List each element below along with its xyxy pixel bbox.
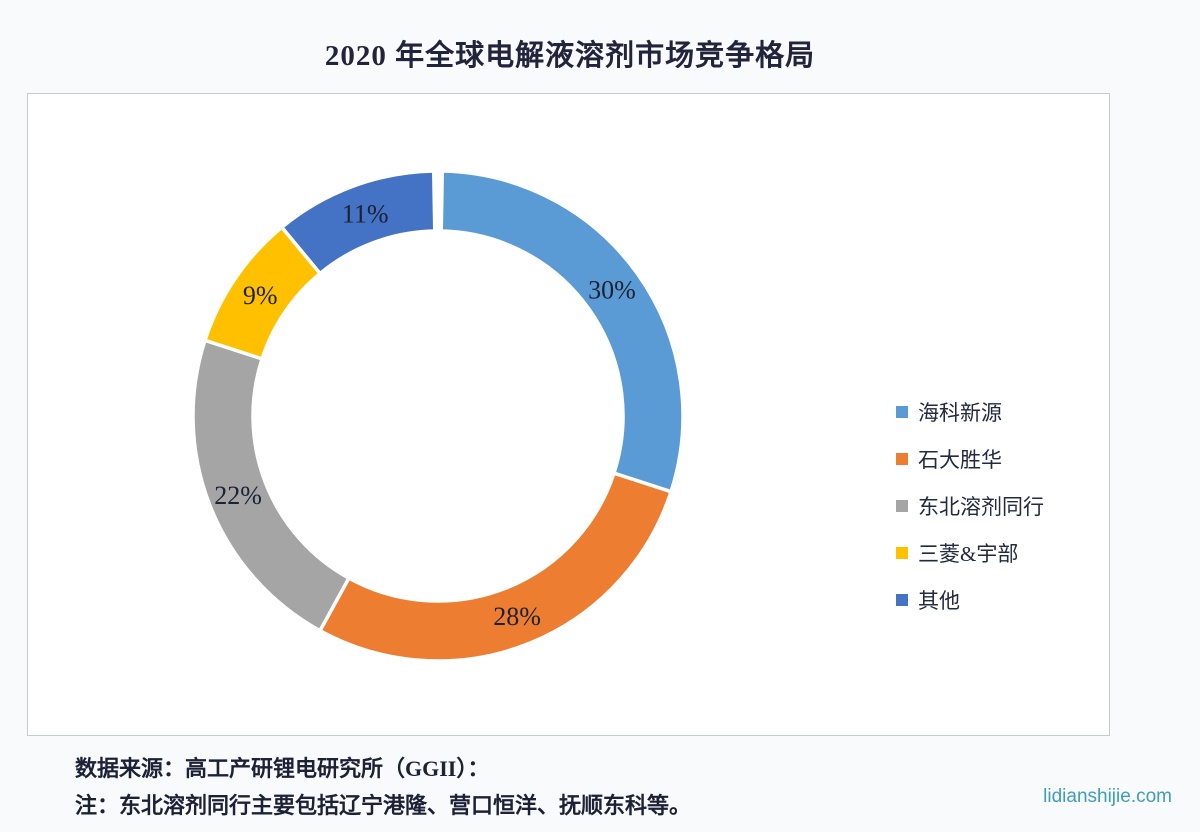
- donut-slice-1: [317, 470, 674, 663]
- donut-chart: 30% 28% 22% 9% 11%: [191, 169, 685, 663]
- slice-label-4: 11%: [342, 200, 389, 229]
- slice-label-0: 30%: [588, 276, 636, 305]
- legend-item-2: 东北溶剂同行: [896, 482, 1044, 529]
- chart-title: 2020 年全球电解液溶剂市场竞争格局: [324, 40, 816, 72]
- footer-notes: 数据来源：高工产研锂电研究所（GGII）： 注：东北溶剂同行主要包括辽宁港隆、营…: [75, 750, 691, 824]
- slice-label-1: 28%: [493, 602, 541, 631]
- legend-marker-icon: [896, 499, 908, 512]
- donut-slice-4: [279, 169, 437, 276]
- legend-item-label: 海科新源: [918, 400, 1002, 425]
- legend-item-label: 石大胜华: [918, 447, 1002, 472]
- legend-item-0: 海科新源: [896, 388, 1044, 435]
- legend-item-4: 其他: [896, 576, 1044, 623]
- legend-marker-icon: [896, 405, 908, 418]
- legend-item-label: 三菱&宇部: [918, 541, 1019, 566]
- legend: 海科新源石大胜华东北溶剂同行 三菱&宇部其他: [896, 388, 1044, 623]
- plot-area: 30% 28% 22% 9% 11% 海科新源石大胜华东北溶剂同行 三菱&宇部其他: [27, 93, 1110, 736]
- legend-marker-icon: [896, 452, 908, 465]
- legend-marker-icon: [896, 593, 908, 606]
- legend-item-3: 三菱&宇部: [896, 529, 1044, 576]
- legend-marker-icon: [896, 546, 908, 559]
- legend-item-label: 其他: [918, 588, 960, 613]
- legend-item-1: 石大胜华: [896, 435, 1044, 482]
- slice-label-2: 22%: [214, 481, 262, 510]
- slice-label-3: 9%: [243, 281, 278, 310]
- donut-slice-0: [439, 169, 685, 494]
- data-source-note: 数据来源：高工产研锂电研究所（GGII）：: [75, 756, 490, 781]
- watermark: lidianshijie.com: [1043, 786, 1172, 807]
- legend-item-label: 东北溶剂同行: [918, 494, 1044, 519]
- note-line: 注：东北溶剂同行主要包括辽宁港隆、营口恒洋、抚顺东科等。: [75, 793, 692, 818]
